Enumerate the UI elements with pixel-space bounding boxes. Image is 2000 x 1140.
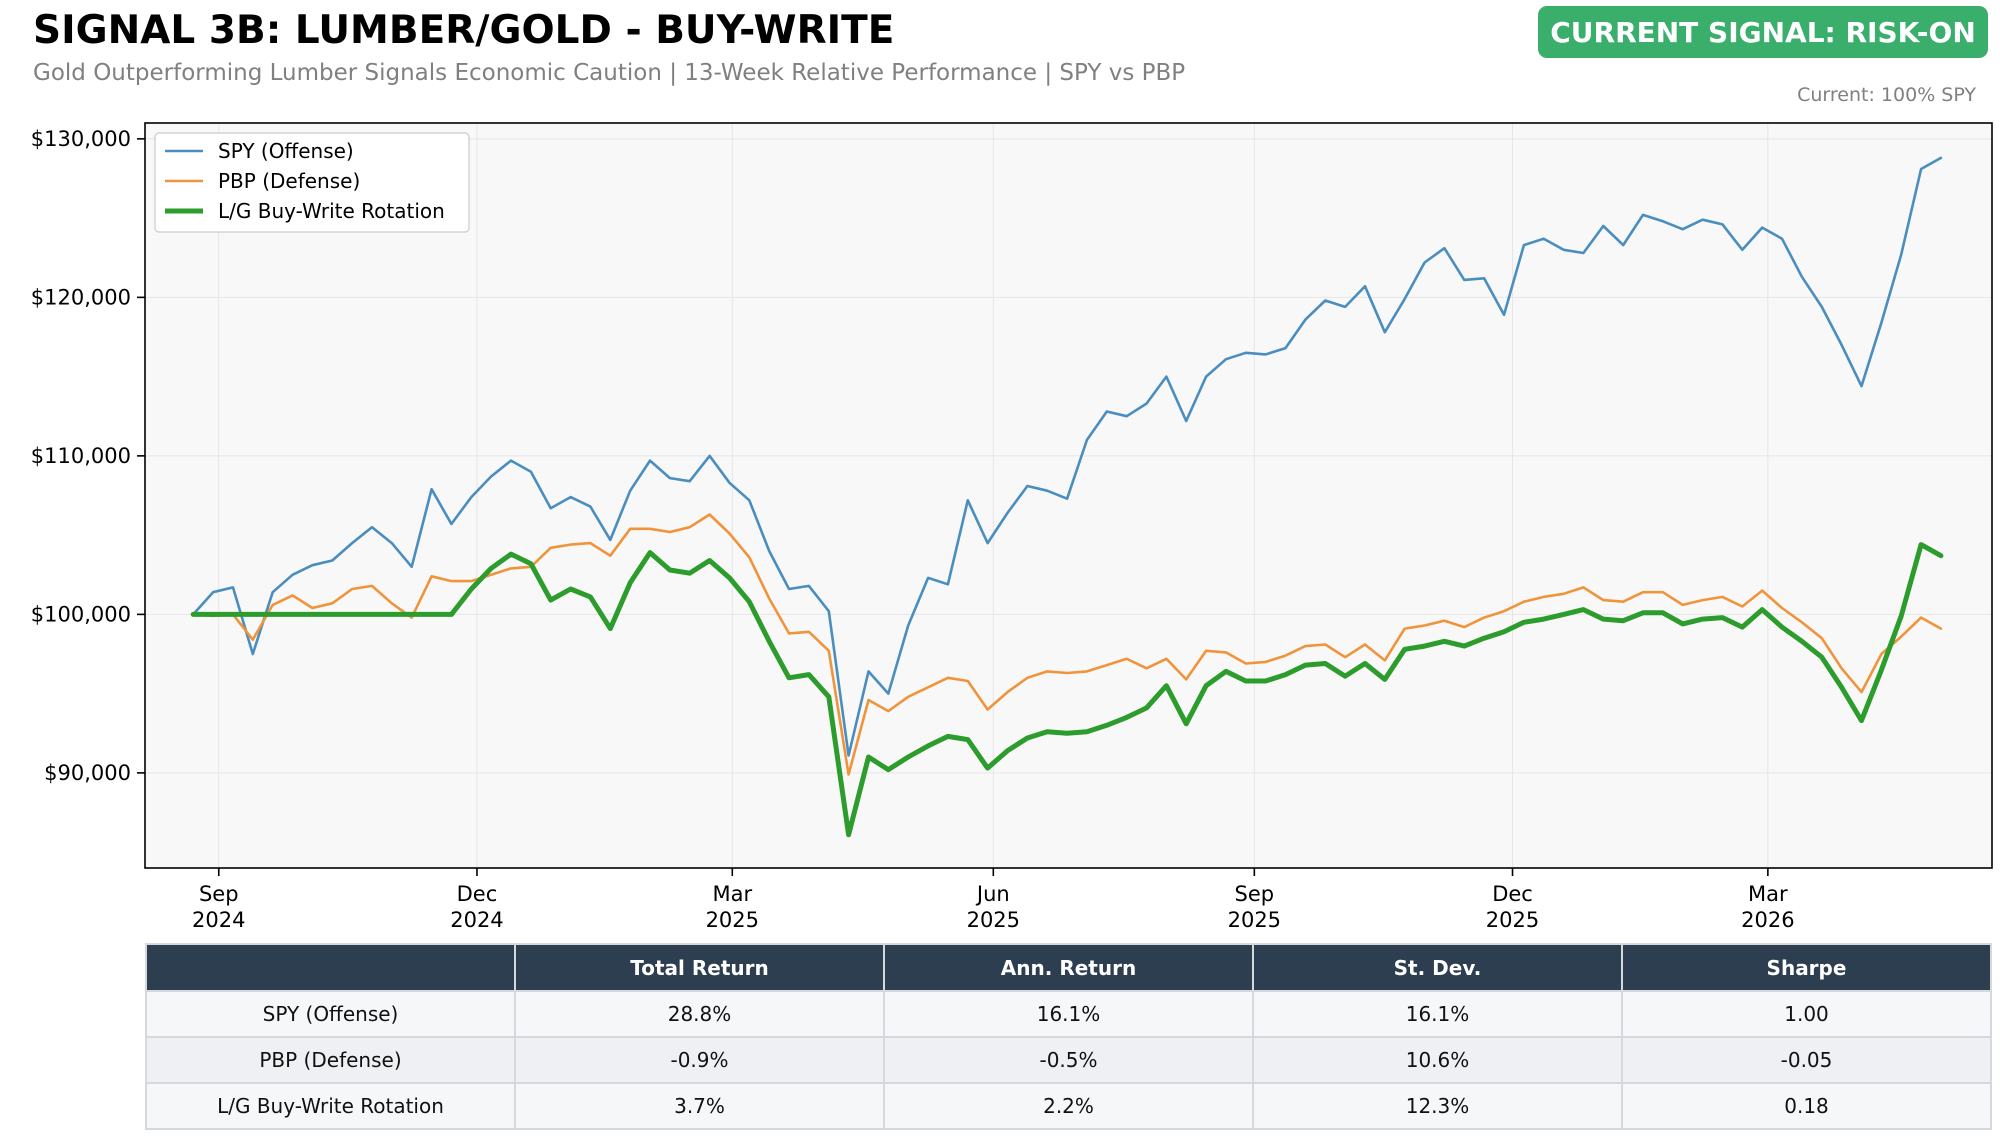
x-tick-label-month: Mar <box>712 882 752 906</box>
st-dev-cell: 10.6% <box>1252 1036 1623 1084</box>
header-cell-st-dev: St. Dev. <box>1252 943 1623 992</box>
x-tick-label-month: Dec <box>457 882 498 906</box>
table-row: PBP (Defense) -0.9% -0.5% 10.6% -0.05 <box>145 1036 1992 1084</box>
x-tick-label-year: 2024 <box>450 908 503 932</box>
row-name: L/G Buy-Write Rotation <box>145 1082 516 1130</box>
st-dev-cell: 16.1% <box>1252 990 1623 1038</box>
x-tick-label-year: 2024 <box>192 908 245 932</box>
header-cell-ann-return: Ann. Return <box>883 943 1254 992</box>
y-tick-label: $110,000 <box>31 444 131 468</box>
x-tick-label-year: 2025 <box>967 908 1020 932</box>
current-allocation: Current: 100% SPY <box>1797 84 1976 106</box>
line-chart: $90,000 $100,000 $110,000 $120,000 $130,000 S… <box>31 122 1993 932</box>
total-return-cell: 3.7% <box>514 1082 885 1130</box>
series-line-1 <box>191 156 1943 757</box>
chart-title: SIGNAL 3B: LUMBER/GOLD - BUY-WRITE <box>33 8 895 53</box>
series-line-3 <box>190 542 1944 838</box>
x-tick-label-year: 2025 <box>706 908 759 932</box>
y-tick-label: $100,000 <box>31 602 131 626</box>
row-name: SPY (Offense) <box>145 990 516 1038</box>
y-tick-label: $90,000 <box>44 761 131 785</box>
sharpe-cell: -0.05 <box>1621 1036 1992 1084</box>
table-row: SPY (Offense) 28.8% 16.1% 16.1% 1.00 <box>145 990 1992 1038</box>
x-tick-label-month: Sep <box>1235 882 1275 906</box>
row-name: PBP (Defense) <box>145 1036 516 1084</box>
y-tick-label: $130,000 <box>31 127 131 151</box>
ann-return-cell: -0.5% <box>883 1036 1254 1084</box>
header-cell-label <box>145 943 516 992</box>
total-return-cell: -0.9% <box>514 1036 885 1084</box>
chart-subtitle: Gold Outperforming Lumber Signals Econom… <box>33 60 1186 86</box>
total-return-cell: 28.8% <box>514 990 885 1038</box>
x-tick-label-year: 2026 <box>1741 908 1794 932</box>
legend-label: SPY (Offense) <box>218 139 354 163</box>
header-cell-total-return: Total Return <box>514 943 885 992</box>
stats-table: Total Return Ann. Return St. Dev. Sharpe… <box>145 943 1992 1130</box>
ann-return-cell: 2.2% <box>883 1082 1254 1130</box>
x-tick-label-month: Jun <box>975 882 1010 906</box>
signal-badge: CURRENT SIGNAL: RISK-ON <box>1538 6 1988 58</box>
sharpe-cell: 0.18 <box>1621 1082 1992 1130</box>
x-tick-label-month: Mar <box>1748 882 1788 906</box>
axes: $90,000 $100,000 $110,000 $120,000 $130,000 S… <box>31 122 1993 932</box>
legend-label: PBP (Defense) <box>218 169 360 193</box>
x-tick-label-year: 2025 <box>1228 908 1281 932</box>
ann-return-cell: 16.1% <box>883 990 1254 1038</box>
legend: SPY (Offense) PBP (Defense) L/G Buy-Write … <box>154 132 470 233</box>
table-row: L/G Buy-Write Rotation 3.7% 2.2% 12.3% 0… <box>145 1082 1992 1130</box>
sharpe-cell: 1.00 <box>1621 990 1992 1038</box>
header-cell-sharpe: Sharpe <box>1621 943 1992 992</box>
y-tick-label: $120,000 <box>31 285 131 309</box>
legend-box <box>154 132 470 233</box>
st-dev-cell: 12.3% <box>1252 1082 1623 1130</box>
x-tick-label-month: Sep <box>199 882 239 906</box>
series-lines <box>190 156 1944 838</box>
x-tick-label-month: Dec <box>1492 882 1533 906</box>
x-tick-label-year: 2025 <box>1486 908 1539 932</box>
stats-header-row: Total Return Ann. Return St. Dev. Sharpe <box>145 943 1992 992</box>
legend-label: L/G Buy-Write Rotation <box>218 199 445 223</box>
plot-frame <box>144 122 1993 869</box>
